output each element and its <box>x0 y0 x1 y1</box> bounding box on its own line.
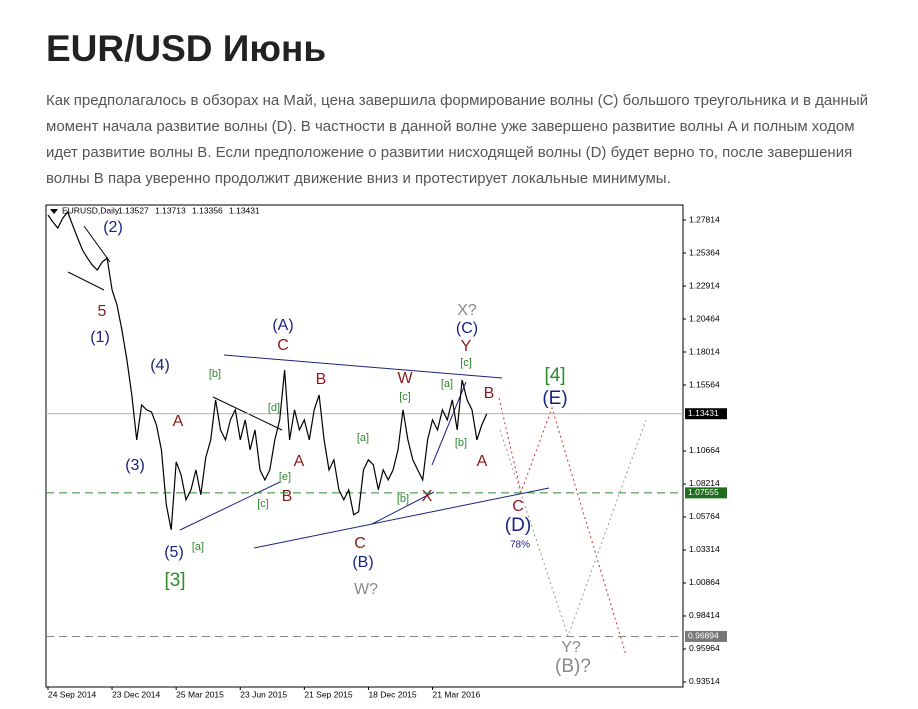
wave-label: C <box>277 337 289 354</box>
ohlc-open: 1.13527 <box>118 205 149 215</box>
y-tick-label: 1.15564 <box>689 379 720 389</box>
ohlc-close: 1.13431 <box>229 205 260 215</box>
trendlines <box>67 225 647 656</box>
wave-label: (A) <box>272 317 293 334</box>
article-title: EUR/USD Июнь <box>46 28 327 69</box>
y-tick-label: 0.93514 <box>689 676 720 686</box>
level-box <box>685 408 727 420</box>
wave-label: [c] <box>399 391 411 403</box>
wave-label: C <box>512 498 524 515</box>
wave-label: (5) <box>164 544 184 561</box>
y-tick-label: 0.98414 <box>689 610 720 620</box>
trendline <box>253 487 550 549</box>
wave-label: [a] <box>441 378 453 390</box>
y-tick-label: 0.95964 <box>689 643 720 653</box>
level-box <box>685 630 727 642</box>
wave-label: [b] <box>397 493 409 505</box>
wave-label: [4] <box>544 365 565 386</box>
wave-label: (B)? <box>555 656 591 677</box>
wave-label: (D) <box>505 515 531 536</box>
wave-label: B <box>282 488 293 505</box>
x-tick-label: 25 Mar 2015 <box>176 689 224 699</box>
article-text: Как предполагалось в обзорах на Май, цен… <box>46 92 868 187</box>
x-tick-label: 24 Sep 2014 <box>48 689 96 699</box>
wave-label: [3] <box>164 570 185 591</box>
wave-label: W? <box>354 581 378 598</box>
wave-label: B <box>316 371 327 388</box>
x-tick-label: 23 Dec 2014 <box>112 689 160 699</box>
wave-label: (2) <box>103 219 123 236</box>
level-box <box>685 487 727 499</box>
y-tick-label: 1.18014 <box>689 346 720 356</box>
plot-frame <box>45 204 684 688</box>
wave-label: [a] <box>357 432 369 444</box>
trendline <box>223 354 503 379</box>
y-tick-label: 1.22914 <box>689 280 720 290</box>
wave-label: [d] <box>268 402 280 414</box>
wave-label: C <box>354 535 366 552</box>
level-label: 0.96894 <box>688 631 719 641</box>
x-tick-label: 21 Sep 2015 <box>304 689 352 699</box>
wave-label: X <box>422 488 433 505</box>
y-tick-label: 1.20464 <box>689 313 720 323</box>
wave-label: [e] <box>279 471 291 483</box>
wave-label: [c] <box>460 357 472 369</box>
x-tick-label: 23 Jun 2015 <box>240 689 287 699</box>
wave-label: 78% <box>510 540 530 551</box>
trendline <box>371 491 435 525</box>
x-tick-label: 21 Mar 2016 <box>433 689 481 699</box>
y-tick-label: 1.03314 <box>689 544 720 554</box>
wave-label: [b] <box>209 368 221 380</box>
symbol: EURUSD,Daily <box>62 205 120 215</box>
wave-label: Y? <box>561 639 581 656</box>
trendline <box>83 225 111 263</box>
level-label: 1.07555 <box>688 487 719 497</box>
wave-label: [c] <box>257 498 269 510</box>
price-line <box>47 210 488 530</box>
wave-label: 5 <box>98 303 107 320</box>
projection-red <box>498 397 627 656</box>
wave-label: A <box>173 413 184 430</box>
trendline <box>179 481 281 531</box>
wave-label: (1) <box>90 329 110 346</box>
y-tick-label: 1.00864 <box>689 577 720 587</box>
wave-label: W <box>397 370 413 387</box>
wave-label: [b] <box>455 437 467 449</box>
wave-label: X? <box>457 302 477 319</box>
x-tick-label: 18 Dec 2015 <box>368 689 416 699</box>
ohlc-high: 1.13713 <box>155 205 186 215</box>
menu-icon <box>50 209 58 214</box>
y-tick-label: 1.05764 <box>689 511 720 521</box>
wave-label: A <box>477 453 488 470</box>
y-tick-label: 1.27814 <box>689 214 720 224</box>
wave-label: A <box>294 453 305 470</box>
y-tick-label: 1.10664 <box>689 445 720 455</box>
wave-label: (3) <box>125 457 145 474</box>
wave-label: [a] <box>192 541 204 553</box>
wave-label: (4) <box>150 357 170 374</box>
wave-label: (E) <box>542 388 567 409</box>
wave-label: (B) <box>352 554 373 571</box>
annotations: (2) 5 (1) (4) A (3) (5) [3] [a] [b] [d] … <box>90 219 591 677</box>
wave-label: (C) <box>456 320 478 337</box>
wave-label: Y <box>461 338 472 355</box>
y-tick-label: 1.25364 <box>689 247 720 257</box>
ohlc-low: 1.13356 <box>192 205 223 215</box>
level-label: 1.13431 <box>688 408 719 418</box>
trendline <box>67 271 105 291</box>
wave-label: B <box>484 385 495 402</box>
y-tick-label: 1.08214 <box>689 478 720 488</box>
